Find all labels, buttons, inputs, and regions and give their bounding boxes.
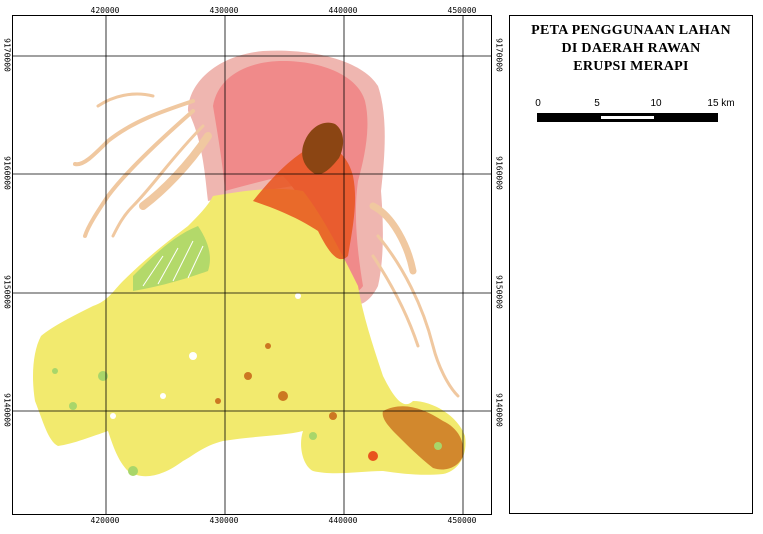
scale-label: 15 km [707,98,735,109]
dryland-farm-zone [382,406,464,470]
scale-segment-black [656,113,718,122]
scale-segment-black [537,113,599,122]
lahar-channels [73,92,460,398]
x-tick-label-bottom: 440000 [328,516,358,525]
x-tick-label-top: 420000 [90,6,120,15]
scale-label: 0 [535,98,541,109]
y-tick-label-left: 9160000 [2,156,12,190]
y-tick-label-right: 9170000 [494,38,504,72]
y-tick-label-left: 9150000 [2,275,12,309]
scattered-patches [52,293,442,476]
x-tick-label-top: 450000 [447,6,477,15]
map-title-line: ERUPSI MERAPI [573,59,689,74]
map-title-line: PETA PENGGUNAAN LAHAN [531,23,731,38]
y-tick-label-right: 9140000 [494,393,504,427]
map-title: PETA PENGGUNAAN LAHAN DI DAERAH RAWAN ER… [510,22,752,76]
x-tick-label-bottom: 450000 [447,516,477,525]
plantation-hatch [142,240,204,287]
summit-crater [302,122,344,175]
scale-segment-white [598,113,657,122]
x-tick-label-bottom: 420000 [90,516,120,525]
plantation-zone [133,226,210,291]
scale-label: 5 [594,98,600,109]
legend-panel: PETA PENGGUNAAN LAHAN DI DAERAH RAWAN ER… [509,15,753,514]
x-tick-label-top: 430000 [209,6,239,15]
scale-bar: 0 5 10 15 km [535,98,735,128]
y-tick-label-left: 9140000 [2,393,12,427]
land-use-map[interactable] [13,16,492,515]
y-tick-label-right: 9160000 [494,156,504,190]
y-tick-label-right: 9150000 [494,275,504,309]
x-tick-label-top: 440000 [328,6,358,15]
scale-label: 10 [650,98,662,109]
map-title-line: DI DAERAH RAWAN [561,41,701,56]
forest-zone [253,145,356,260]
y-tick-label-left: 9170000 [2,38,12,72]
coordinate-grid [13,16,491,514]
settlement-zone [33,188,466,477]
map-frame[interactable] [12,15,492,515]
x-tick-label-bottom: 430000 [209,516,239,525]
